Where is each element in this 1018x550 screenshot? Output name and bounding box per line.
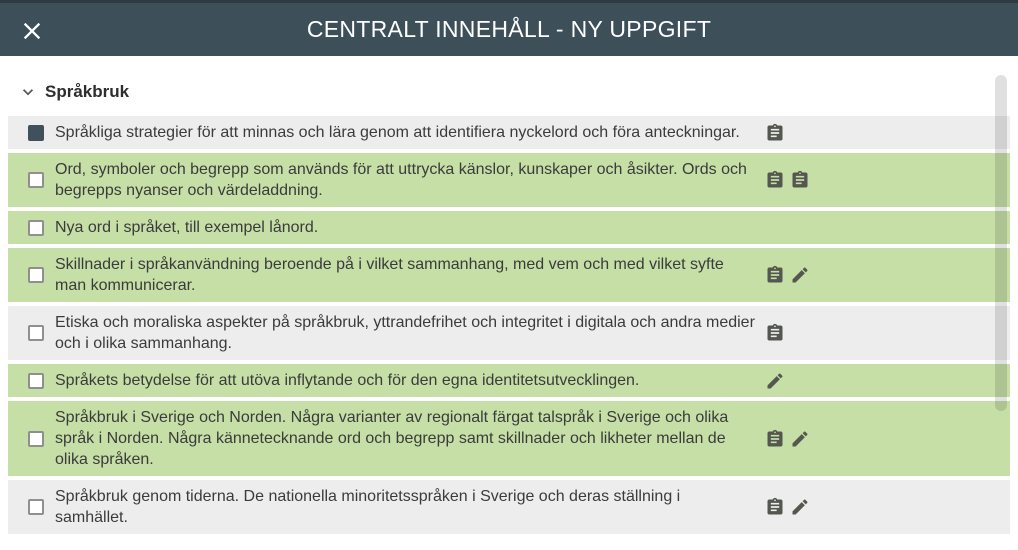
item-text: Språkets betydelse för att utöva inflyta…	[55, 372, 640, 389]
content-item-row[interactable]: Språkliga strategier för att minnas och …	[8, 116, 1010, 149]
content-item-row[interactable]: Etiska och moraliska aspekter på språkbr…	[8, 306, 1010, 360]
pencil-icon[interactable]	[790, 497, 810, 517]
content-item-row[interactable]: Språkets betydelse för att utöva inflyta…	[8, 364, 1010, 397]
item-text: Skillnader i språkanvändning beroende på…	[55, 256, 724, 294]
section-title: Språkbruk	[45, 82, 130, 101]
item-text: Språkbruk i Sverige och Norden. Några va…	[55, 409, 729, 468]
pencil-icon[interactable]	[790, 265, 810, 285]
item-text: Etiska och moraliska aspekter på språkbr…	[55, 314, 755, 352]
dialog-title: CENTRALT INNEHÅLL - NY UPPGIFT	[306, 16, 712, 42]
content-item-row[interactable]: Språkbruk i Sverige och Norden. Några va…	[8, 401, 1010, 476]
content-area: Språkbruk Språkliga strategier för att m…	[0, 56, 1018, 534]
item-checkbox[interactable]	[28, 124, 44, 141]
clipboard-icon[interactable]	[765, 429, 785, 449]
item-icons	[765, 170, 810, 190]
item-icons	[765, 323, 785, 343]
clipboard-icon[interactable]	[765, 123, 785, 143]
item-checkbox[interactable]	[28, 325, 44, 341]
content-item-row[interactable]: Skillnader i språkanvändning beroende på…	[8, 248, 1010, 302]
dialog-header: CENTRALT INNEHÅLL - NY UPPGIFT	[0, 0, 1018, 56]
item-checkbox[interactable]	[28, 267, 44, 283]
clipboard-icon[interactable]	[790, 170, 810, 190]
item-icons	[765, 371, 785, 391]
section-header-sprakbruk[interactable]: Språkbruk	[18, 80, 1018, 104]
item-icons	[765, 123, 785, 143]
item-icons	[765, 429, 810, 449]
content-item-row[interactable]: Ord, symboler och begrepp som används fö…	[8, 153, 1010, 207]
item-icons	[765, 497, 810, 517]
item-checkbox[interactable]	[28, 172, 44, 188]
content-item-list: Språkliga strategier för att minnas och …	[8, 116, 1010, 534]
item-text: Ord, symboler och begrepp som används fö…	[55, 161, 747, 199]
clipboard-icon[interactable]	[765, 323, 785, 343]
item-checkbox[interactable]	[28, 372, 44, 389]
item-icons	[765, 265, 810, 285]
clipboard-icon[interactable]	[765, 170, 785, 190]
pencil-icon[interactable]	[790, 429, 810, 449]
item-text: Nya ord i språket, till exempel lånord.	[55, 219, 319, 236]
chevron-down-icon	[23, 89, 33, 96]
content-item-row[interactable]: Nya ord i språket, till exempel lånord.	[8, 211, 1010, 244]
item-checkbox[interactable]	[28, 499, 44, 515]
close-icon	[23, 22, 41, 40]
close-button[interactable]	[16, 15, 48, 47]
item-text: Språkliga strategier för att minnas och …	[55, 124, 740, 141]
scrollbar-thumb[interactable]	[995, 75, 1007, 411]
pencil-icon[interactable]	[765, 371, 785, 391]
item-text: Språkbruk genom tiderna. De nationella m…	[55, 488, 681, 526]
item-checkbox[interactable]	[28, 219, 44, 236]
item-checkbox[interactable]	[28, 430, 44, 447]
content-item-row[interactable]: Språkbruk genom tiderna. De nationella m…	[8, 480, 1010, 534]
clipboard-icon[interactable]	[765, 497, 785, 517]
clipboard-icon[interactable]	[765, 265, 785, 285]
